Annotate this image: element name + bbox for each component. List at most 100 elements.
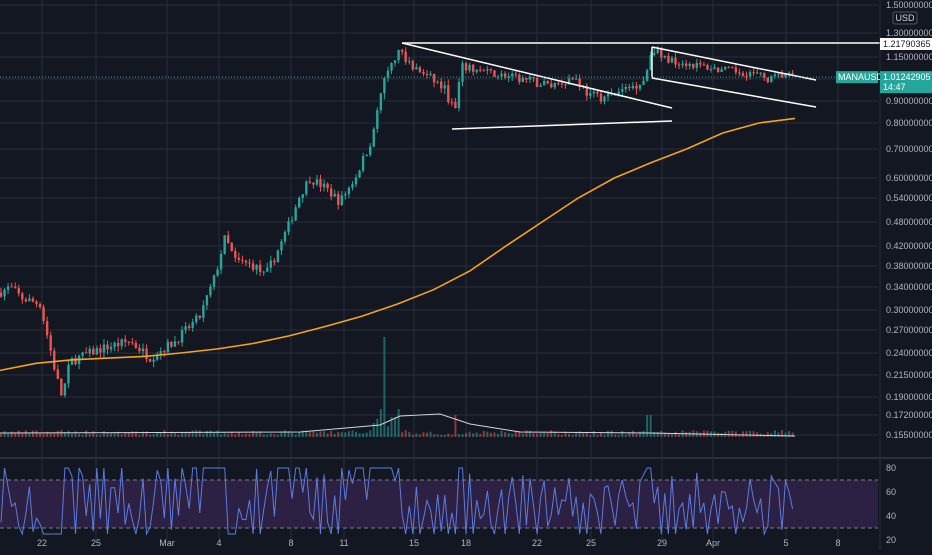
volume-bar xyxy=(21,433,24,437)
candle-body xyxy=(205,295,209,306)
volume-bar xyxy=(340,432,343,437)
candle-body xyxy=(429,73,432,75)
price-tick-label: 0.21500000 xyxy=(886,370,932,380)
price-tick-label: 0.48000000 xyxy=(886,217,932,227)
candle-body xyxy=(603,96,606,102)
candle-body xyxy=(617,91,620,96)
volume-bar xyxy=(670,434,673,437)
candle-body xyxy=(361,156,365,171)
last-price-tag-text: 1.01242905 xyxy=(883,72,931,82)
candle-body xyxy=(81,352,84,356)
candle-body xyxy=(369,146,372,155)
rsi-line xyxy=(0,467,794,536)
trendline[interactable] xyxy=(651,46,817,81)
volume-bar xyxy=(337,431,340,437)
volume-bar xyxy=(276,434,279,437)
candle-body xyxy=(124,339,127,342)
candle-body xyxy=(255,264,258,270)
volume-bar xyxy=(95,434,98,437)
candle-body xyxy=(92,348,95,355)
trendline[interactable] xyxy=(401,42,673,109)
candle-body xyxy=(511,73,514,77)
candle-body xyxy=(684,63,688,67)
candle-body xyxy=(560,83,564,85)
candle-body xyxy=(550,83,553,88)
candle-body xyxy=(280,241,283,251)
candle-body xyxy=(273,260,276,263)
candle-body xyxy=(752,72,755,74)
volume-bar xyxy=(280,431,283,437)
candle-body xyxy=(53,350,56,370)
volume-bar xyxy=(568,433,570,437)
volume-bar xyxy=(628,432,631,437)
price-tick-label: 0.24000000 xyxy=(886,348,932,358)
volume-bar xyxy=(386,426,389,437)
volume-bar xyxy=(514,431,517,437)
candle-body xyxy=(631,85,635,89)
volume-bar xyxy=(656,431,659,437)
trendline[interactable] xyxy=(651,77,817,108)
candle-body xyxy=(234,251,237,258)
volume-bar xyxy=(663,432,666,437)
volume-bar xyxy=(585,431,588,437)
volume-bar xyxy=(550,430,553,437)
candle-body xyxy=(482,70,485,72)
volume-bar xyxy=(465,432,468,437)
trendline[interactable] xyxy=(451,120,673,130)
candle-body xyxy=(290,220,294,222)
x-tick-label: 25 xyxy=(586,538,596,548)
candle-body xyxy=(305,181,308,195)
candle-body xyxy=(17,288,20,294)
moving-average xyxy=(0,117,796,372)
volume-bar xyxy=(379,409,382,437)
volume-bar xyxy=(518,431,521,437)
volume-bar xyxy=(323,431,326,437)
candle-body xyxy=(454,102,457,109)
volume-bar xyxy=(624,434,627,437)
candle-body xyxy=(770,76,773,83)
candle-body xyxy=(319,179,322,188)
candle-body xyxy=(624,86,627,90)
candle-body xyxy=(528,77,532,80)
volume-bar xyxy=(773,430,776,437)
candle-body xyxy=(507,76,510,78)
candle-body xyxy=(6,286,10,290)
volume-bar xyxy=(163,430,166,437)
candle-body xyxy=(443,85,446,89)
volume-bar xyxy=(450,434,453,437)
trendlines[interactable] xyxy=(401,42,880,130)
candle-body xyxy=(592,91,596,94)
volume-bar xyxy=(784,432,787,437)
volume-bar xyxy=(646,415,649,437)
candle-body xyxy=(553,83,556,88)
volume-bar xyxy=(170,431,173,437)
candle-body xyxy=(70,358,74,365)
volume-bar xyxy=(35,430,38,437)
candle-body xyxy=(780,73,784,78)
volume-bar xyxy=(209,430,212,437)
volume-bar xyxy=(500,430,503,437)
candle-body xyxy=(329,188,333,197)
volume-bar xyxy=(205,430,208,437)
volume-bar xyxy=(53,433,56,437)
volume-bar xyxy=(667,433,670,437)
volume-bar xyxy=(621,430,624,437)
candle-body xyxy=(3,289,6,297)
volume-bar xyxy=(330,430,333,437)
volume-bar xyxy=(78,433,81,437)
candle-body xyxy=(141,348,145,352)
candle-body xyxy=(514,73,517,75)
candle-body xyxy=(716,67,720,72)
candle-body xyxy=(500,73,503,77)
candle-body xyxy=(692,63,695,68)
candle-body xyxy=(791,72,794,74)
last-price-tag xyxy=(880,71,932,94)
volume-bar xyxy=(493,432,496,437)
candle-body xyxy=(109,347,113,350)
candle-body xyxy=(464,63,468,71)
candle-body xyxy=(436,81,439,83)
candle-body xyxy=(95,348,99,355)
